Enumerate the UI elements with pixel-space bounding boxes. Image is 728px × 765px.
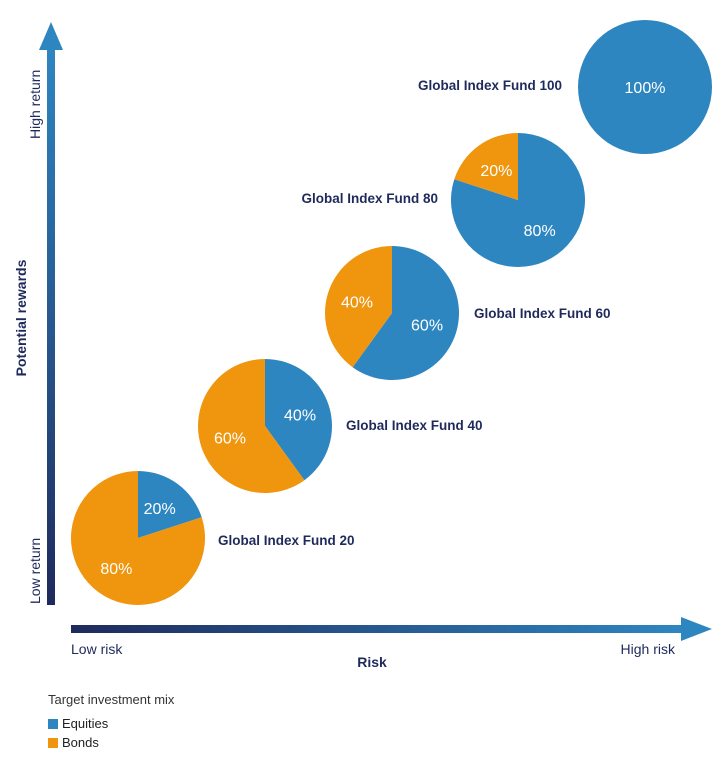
legend-swatch-equities [48, 718, 58, 729]
pie-label-equities: 80% [524, 223, 556, 240]
legend-label-bonds: Bonds [62, 735, 99, 750]
pie-slice-bonds [454, 133, 518, 200]
legend-title: Target investment mix [48, 692, 175, 707]
pie-label-equities: 60% [411, 317, 443, 334]
pie-label-bonds: 60% [214, 430, 246, 447]
legend: Target investment mix Equities Bonds [48, 692, 174, 752]
x-axis-line [71, 625, 683, 633]
pie-label-bonds: 40% [341, 295, 373, 312]
pie-slice-bonds [324, 246, 392, 368]
y-axis-high-label: High return [27, 70, 43, 139]
legend-swatch-bonds [48, 737, 58, 748]
pie-slice-bonds [198, 359, 305, 493]
fund-label: Global Index Fund 60 [474, 306, 611, 321]
y-axis-low-label: Low return [27, 538, 43, 604]
fund-label: Global Index Fund 100 [418, 78, 562, 93]
legend-label-equities: Equities [62, 716, 109, 731]
x-axis-title: Risk [357, 654, 387, 670]
pie-slice-equities [138, 471, 202, 538]
y-axis-line [47, 48, 55, 605]
legend-item-equities: Equities [48, 714, 174, 733]
x-axis-high-label: High risk [621, 641, 676, 657]
pie-slice-bonds [71, 471, 205, 605]
fund-label: Global Index Fund 40 [346, 418, 483, 433]
pie-label-bonds: 20% [480, 163, 512, 180]
y-axis-arrowhead [39, 22, 63, 50]
fund-label: Global Index Fund 80 [301, 191, 438, 206]
pie-label-equities: 20% [144, 501, 176, 518]
x-axis-low-label: Low risk [71, 641, 123, 657]
pie-slice-equities [352, 246, 459, 380]
pie-group: 20% 80% Global Index Fund 20 40% 60% Global I… [71, 20, 712, 605]
pie-label-equities: 40% [284, 408, 316, 425]
legend-item-bonds: Bonds [48, 733, 174, 752]
pie-label-bonds: 80% [100, 561, 132, 578]
fund-label: Global Index Fund 20 [218, 533, 355, 548]
pie-slice-equities [578, 20, 712, 154]
y-axis-title: Potential rewards [13, 259, 29, 376]
pie-label-equities: 100% [625, 80, 666, 97]
x-axis-arrowhead [681, 617, 712, 641]
pie-slice-equities [265, 359, 332, 481]
